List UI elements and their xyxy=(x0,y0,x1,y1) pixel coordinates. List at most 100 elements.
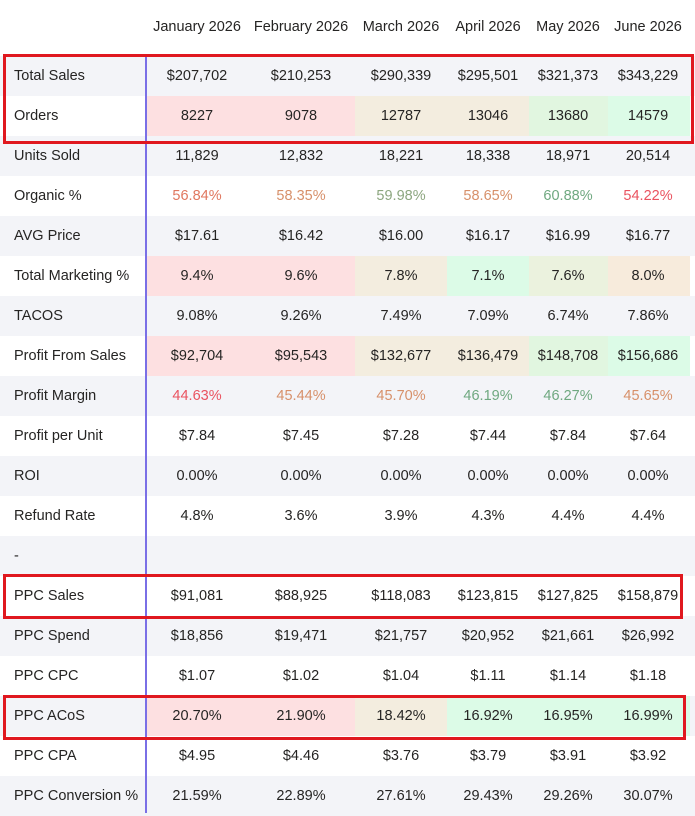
table-cell: $290,339 xyxy=(370,68,432,84)
table-cell: $7.44 xyxy=(469,428,507,444)
table-cell: 45.65% xyxy=(623,388,673,404)
table-cell: 58.35% xyxy=(276,188,326,204)
table-cell: 29.26% xyxy=(543,788,593,804)
column-header-may-2026[interactable]: May 2026 xyxy=(536,19,600,35)
row-label: AVG Price xyxy=(14,228,81,244)
table-cell: $95,543 xyxy=(274,348,328,364)
column-header-february-2026[interactable]: February 2026 xyxy=(253,19,349,35)
cell-background xyxy=(608,256,690,296)
table-cell: 45.44% xyxy=(276,388,326,404)
table-cell: 4.8% xyxy=(180,508,214,524)
cell-background xyxy=(608,96,690,136)
column-header-january-2026[interactable]: January 2026 xyxy=(153,19,241,35)
table-row-refund-rate: Refund Rate 4.8% 3.6% 3.9% 4.3% 4.4% 4.4% xyxy=(0,496,695,536)
cell-background xyxy=(608,696,690,736)
table-cell: 4.3% xyxy=(471,508,505,524)
table-cell: 0.00% xyxy=(467,468,509,484)
table-cell: $1.02 xyxy=(282,668,320,684)
table-cell: $21,757 xyxy=(374,628,428,644)
table-cell: $3.91 xyxy=(549,748,587,764)
cell-background xyxy=(250,256,355,296)
table-cell: $16.99 xyxy=(545,228,591,244)
table-cell: $321,373 xyxy=(537,68,599,84)
table-cell: 12787 xyxy=(380,108,422,124)
cell-background xyxy=(529,96,608,136)
table-cell: $1.04 xyxy=(382,668,420,684)
row-label: Profit From Sales xyxy=(14,348,126,364)
column-header-june-2026[interactable]: June 2026 xyxy=(614,19,682,35)
row-label: PPC Sales xyxy=(14,588,85,604)
table-row-avg-price: AVG Price $17.61 $16.42 $16.00 $16.17 $16.99 $… xyxy=(0,216,695,256)
table-cell: $16.00 xyxy=(378,228,424,244)
table-cell: $16.42 xyxy=(278,228,324,244)
table-cell: $132,677 xyxy=(370,348,432,364)
table-cell: 27.61% xyxy=(376,788,426,804)
table-header: January 2026 February 2026 March 2026 April… xyxy=(0,0,695,56)
table-cell: $3.76 xyxy=(382,748,420,764)
table-cell: $136,479 xyxy=(457,348,519,364)
table-cell: $1.14 xyxy=(549,668,587,684)
table-cell: 21.59% xyxy=(172,788,222,804)
table-cell: $156,686 xyxy=(617,348,679,364)
cell-background xyxy=(147,696,250,736)
table-cell: 0.00% xyxy=(280,468,322,484)
table-cell: 3.9% xyxy=(384,508,418,524)
table-cell: $210,253 xyxy=(270,68,332,84)
cell-background xyxy=(250,336,355,376)
table-row-ppc-cpc: PPC CPC $1.07 $1.02 $1.04 $1.11 $1.14 $1.18 xyxy=(0,656,695,696)
table-cell: $123,815 xyxy=(457,588,519,604)
table-cell: 60.88% xyxy=(543,188,593,204)
cell-background xyxy=(447,696,529,736)
table-row-profit-margin: Profit Margin 44.63% 45.44% 45.70% 46.19% 46.… xyxy=(0,376,695,416)
table-cell: 7.8% xyxy=(384,268,418,284)
table-cell: 4.4% xyxy=(631,508,665,524)
table-row-ppc-acos: PPC ACoS 20.70% 21.90% 18.42% 16.92% 16.95% 16… xyxy=(0,696,695,736)
table-cell: 16.92% xyxy=(463,708,513,724)
table-row-ppc-conversion-pct: PPC Conversion % 21.59% 22.89% 27.61% 29.43%… xyxy=(0,776,695,816)
table-row-profit-from-sales: Profit From Sales $92,704 $95,543 $132,677 $… xyxy=(0,336,695,376)
row-label: Total Sales xyxy=(14,68,85,84)
table-cell: $148,708 xyxy=(537,348,599,364)
row-label: PPC Spend xyxy=(14,628,90,644)
cell-background xyxy=(355,336,447,376)
table-cell: 20.70% xyxy=(172,708,222,724)
table-cell: 18.42% xyxy=(376,708,426,724)
table-cell: 18,338 xyxy=(465,148,511,164)
table-cell: $118,083 xyxy=(371,588,431,604)
row-label: PPC CPC xyxy=(14,668,79,684)
table-cell: $16.17 xyxy=(465,228,511,244)
table-cell: $7.45 xyxy=(282,428,320,444)
table-cell: $17.61 xyxy=(174,228,220,244)
table-cell: 59.98% xyxy=(376,188,426,204)
table-row-ppc-spend: PPC Spend $18,856 $19,471 $21,757 $20,952 $21… xyxy=(0,616,695,656)
cell-background xyxy=(355,96,447,136)
cell-background xyxy=(608,336,690,376)
table-row-ppc-sales: PPC Sales $91,081 $88,925 $118,083 $123,815 $… xyxy=(0,576,695,616)
table-cell: $127,825 xyxy=(537,588,599,604)
cell-background xyxy=(147,336,250,376)
table-cell: 0.00% xyxy=(176,468,218,484)
table-cell: 16.99% xyxy=(623,708,673,724)
row-label: ROI xyxy=(14,468,40,484)
table-cell: 44.63% xyxy=(172,388,222,404)
table-cell: 3.6% xyxy=(284,508,318,524)
table-cell: 11,829 xyxy=(175,148,219,164)
table-cell: 8.0% xyxy=(631,268,665,284)
cell-background xyxy=(147,96,250,136)
table-cell: $7.84 xyxy=(178,428,216,444)
table-cell: $3.79 xyxy=(469,748,507,764)
table-cell: $158,879 xyxy=(617,588,679,604)
table-cell: 16.95% xyxy=(543,708,593,724)
table-cell: 0.00% xyxy=(380,468,422,484)
table-cell: 12,832 xyxy=(278,148,324,164)
table-row-total-sales: Total Sales $207,702 $210,253 $290,339 $295,… xyxy=(0,56,695,96)
column-header-march-2026[interactable]: March 2026 xyxy=(362,19,440,35)
row-label: PPC ACoS xyxy=(14,708,85,724)
cell-background xyxy=(250,96,355,136)
table-cell: 0.00% xyxy=(547,468,589,484)
table-cell: $1.11 xyxy=(470,668,506,684)
column-header-april-2026[interactable]: April 2026 xyxy=(455,19,521,35)
cell-background xyxy=(147,256,250,296)
row-label: Refund Rate xyxy=(14,508,96,524)
table-cell: $295,501 xyxy=(457,68,519,84)
